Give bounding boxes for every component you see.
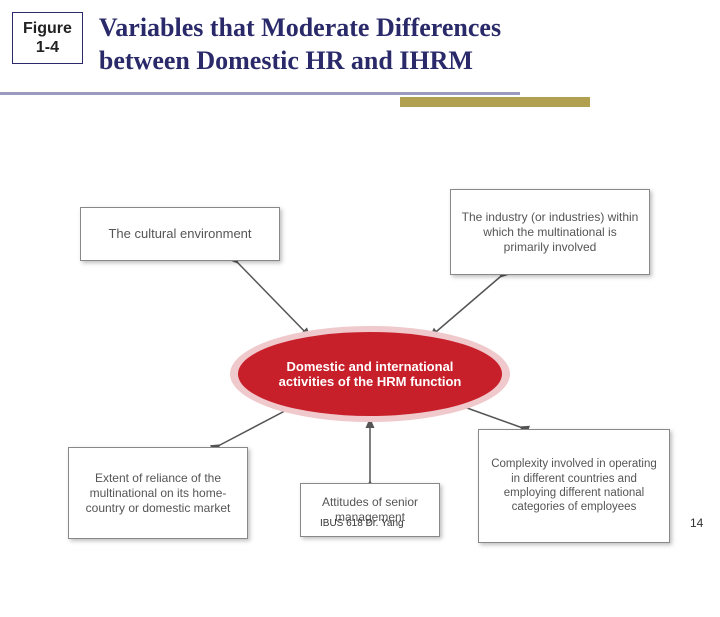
connector-arrow [430,277,500,337]
node-industry: The industry (or industries) within whic… [450,189,650,275]
connector-arrow [238,263,310,337]
node-text: The industry (or industries) within whic… [461,210,639,255]
title-line2: between Domestic HR and IHRM [99,45,501,78]
center-line1: Domestic and international [279,359,462,374]
gold-accent-bar [400,97,590,107]
figure-label-box: Figure 1-4 [12,12,83,64]
footer-page-number: 14 [690,516,703,530]
title-line1: Variables that Moderate Differences [99,12,501,45]
figure-label-line1: Figure [23,19,72,38]
slide-header: Figure 1-4 Variables that Moderate Diffe… [0,0,720,77]
figure-label-line2: 1-4 [23,38,72,57]
center-line2: activities of the HRM function [279,374,462,389]
node-complexity: Complexity involved in operating in diff… [478,429,670,543]
slide-title: Variables that Moderate Differences betw… [99,12,501,77]
center-oval-text: Domestic and international activities of… [279,359,462,389]
footer-course: IBUS 618 Dr. Yang [320,518,404,529]
node-text: Complexity involved in operating in diff… [489,457,659,515]
node-cultural-environment: The cultural environment [80,207,280,261]
center-oval: Domestic and international activities of… [238,332,502,416]
node-text: Extent of reliance of the multinational … [79,471,237,516]
title-underline [0,92,520,95]
node-reliance: Extent of reliance of the multinational … [68,447,248,539]
node-text: The cultural environment [108,226,251,242]
